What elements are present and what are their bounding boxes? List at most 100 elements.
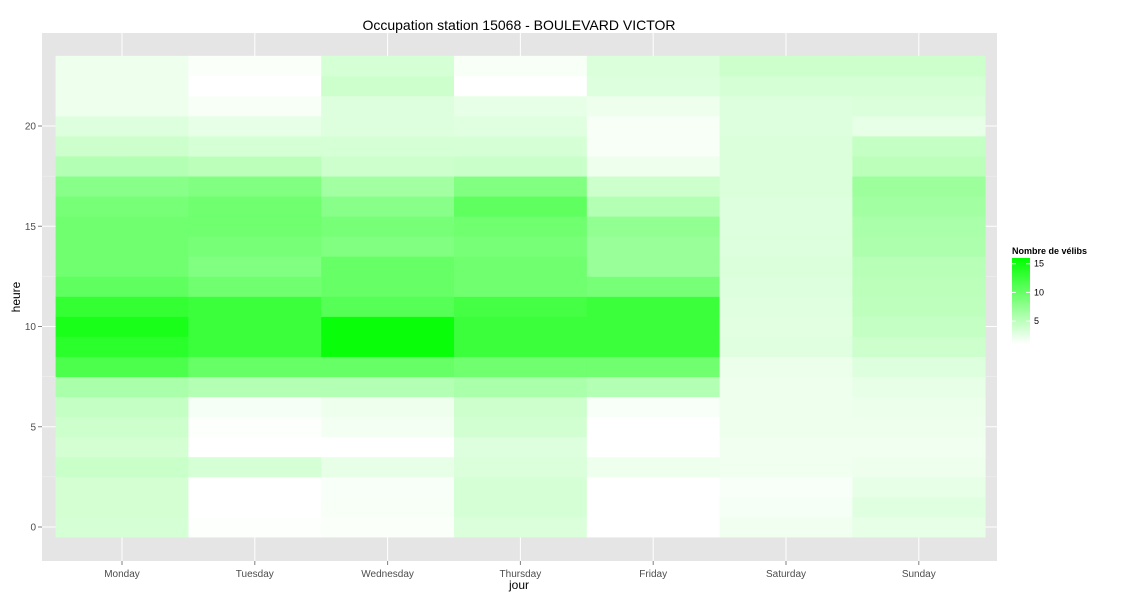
heatmap-tile — [188, 276, 322, 297]
x-axis-title: jour — [508, 578, 529, 592]
heatmap-tile — [586, 436, 720, 458]
legend-label: 15 — [1034, 259, 1044, 269]
heatmap-tile — [852, 276, 986, 297]
x-tick-label: Tuesday — [236, 569, 274, 580]
heatmap-tile — [586, 236, 720, 257]
heatmap-tile — [188, 136, 322, 157]
heatmap-tile — [454, 115, 588, 137]
heatmap-tile — [55, 196, 189, 217]
heatmap-tile — [454, 236, 588, 257]
heatmap-tile — [321, 516, 455, 538]
heatmap-tile — [586, 476, 720, 498]
heatmap-tile — [55, 516, 189, 538]
heatmap-tile — [719, 136, 853, 157]
heatmap-tile — [852, 316, 986, 337]
heatmap-tile — [719, 516, 853, 538]
heatmap-tile — [852, 396, 986, 418]
heatmap-tile — [321, 436, 455, 458]
heatmap-tile — [719, 456, 853, 478]
heatmap-tile — [852, 256, 986, 277]
heatmap-tile — [454, 376, 588, 398]
heatmap-tile — [55, 376, 189, 398]
heatmap-tile — [321, 356, 455, 378]
heatmap-tile — [55, 476, 189, 498]
heatmap-tile — [321, 316, 455, 337]
heatmap-tile — [321, 336, 455, 357]
heatmap-tile — [586, 55, 720, 77]
heatmap-tile — [586, 416, 720, 438]
heatmap-tile — [852, 55, 986, 77]
heatmap-tile — [852, 115, 986, 137]
heatmap-tile — [586, 176, 720, 197]
heatmap-tile — [321, 55, 455, 77]
heatmap-tile — [454, 456, 588, 478]
heatmap-tile — [719, 75, 853, 97]
x-tick-label: Friday — [639, 569, 667, 580]
heatmap-tile — [454, 356, 588, 378]
heatmap-tile — [454, 176, 588, 197]
y-axis: 0 5 10 15 20 — [25, 122, 42, 534]
heatmap-tile — [188, 55, 322, 77]
legend-label: 10 — [1034, 287, 1044, 297]
heatmap-tile — [719, 196, 853, 217]
heatmap-tile — [719, 436, 853, 458]
y-tick-label: 0 — [30, 523, 36, 534]
heatmap-tile — [321, 476, 455, 498]
x-axis: Monday Tuesday Wednesday Thursday Friday Satu… — [104, 561, 936, 580]
heatmap-tile — [321, 115, 455, 137]
heatmap-tile — [55, 75, 189, 97]
heatmap-tile — [55, 276, 189, 297]
heatmap-tile — [852, 376, 986, 398]
heatmap-tile — [454, 516, 588, 538]
heatmap-tile — [454, 216, 588, 237]
heatmap-tile — [719, 55, 853, 77]
heatmap-tile — [719, 336, 853, 357]
heatmap-tile — [188, 316, 322, 337]
heatmap-tile — [55, 55, 189, 77]
heatmap-tile — [586, 216, 720, 237]
heatmap-tile — [321, 416, 455, 438]
x-tick-label: Monday — [104, 569, 140, 580]
heatmap-tile — [719, 416, 853, 438]
heatmap-tile — [188, 196, 322, 217]
heatmap-tile — [188, 456, 322, 478]
heatmap-tile — [321, 456, 455, 478]
y-tick-label: 20 — [25, 122, 37, 133]
heatmap-tile — [55, 95, 189, 117]
heatmap-tile — [586, 496, 720, 518]
heatmap-tile — [454, 436, 588, 458]
heatmap-tile — [55, 256, 189, 277]
heatmap-tile — [55, 296, 189, 317]
heatmap-tile — [188, 75, 322, 97]
heatmap-tile — [586, 136, 720, 157]
heatmap-tile — [55, 496, 189, 518]
heatmap-tile — [719, 496, 853, 518]
heatmap-tile — [55, 396, 189, 418]
heatmap-tile — [55, 136, 189, 157]
heatmap-tile — [55, 336, 189, 357]
heatmap-tile — [852, 75, 986, 97]
heatmap-tile — [454, 476, 588, 498]
heatmap-tile — [586, 156, 720, 177]
heatmap-tile — [454, 95, 588, 117]
heatmap-tile — [719, 236, 853, 257]
heatmap-tile — [719, 216, 853, 237]
heatmap-tile — [321, 296, 455, 317]
chart-title: Occupation station 15068 - BOULEVARD VIC… — [362, 17, 675, 33]
heatmap-tile — [586, 336, 720, 357]
heatmap-tile — [188, 296, 322, 317]
heatmap-tile — [719, 296, 853, 317]
legend-title: Nombre de vélibs — [1012, 246, 1087, 256]
heatmap-tile — [586, 276, 720, 297]
heatmap-tile — [188, 376, 322, 398]
heatmap-tile — [586, 256, 720, 277]
heatmap-tile — [852, 296, 986, 317]
heatmap-tile — [188, 256, 322, 277]
heatmap-tile — [852, 196, 986, 217]
y-axis-title: heure — [9, 281, 23, 312]
heatmap-tile — [852, 516, 986, 538]
y-tick-label: 15 — [25, 222, 37, 233]
heatmap-tile — [852, 95, 986, 117]
heatmap-tile — [852, 416, 986, 438]
